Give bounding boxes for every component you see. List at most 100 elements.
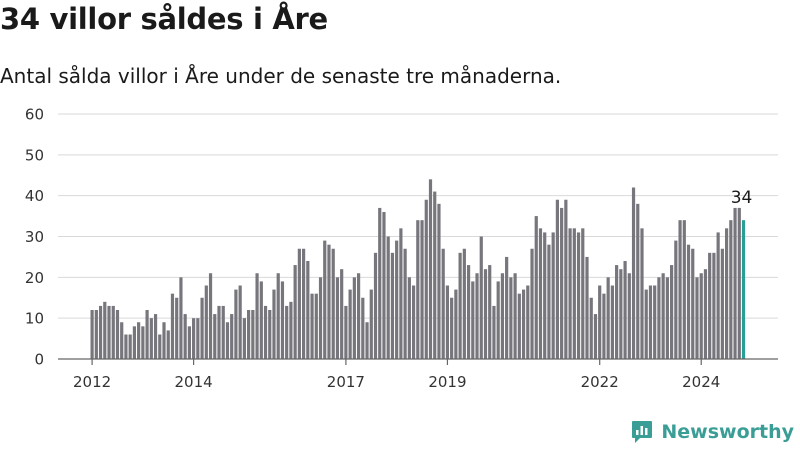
bar <box>695 277 699 359</box>
bar <box>204 285 208 359</box>
bar <box>526 285 530 359</box>
x-axis: 2012 2014 2017 2019 2022 2024 <box>58 358 778 391</box>
bar <box>251 310 255 359</box>
brand-name: Newsworthy <box>661 421 794 443</box>
bar <box>445 285 450 359</box>
bar <box>124 334 128 359</box>
bar <box>420 220 424 359</box>
bar <box>458 252 462 359</box>
bar <box>500 273 505 359</box>
y-axis-ticks: 0 10 20 30 40 50 60 <box>25 106 44 369</box>
bar <box>310 293 314 359</box>
bar <box>268 310 272 359</box>
bar <box>610 285 614 359</box>
x-tick-label: 2022 <box>581 373 619 391</box>
chart-subtitle: Antal sålda villor i Åre under de senast… <box>0 64 562 88</box>
bar <box>90 310 94 359</box>
x-tick-label: 2014 <box>175 373 213 391</box>
bar <box>555 199 559 359</box>
bar <box>475 273 479 359</box>
bar <box>636 203 640 359</box>
bar <box>302 248 306 359</box>
y-tick-label: 50 <box>25 146 44 164</box>
bar <box>424 199 428 359</box>
bar <box>568 228 572 359</box>
bar <box>483 269 488 359</box>
bar <box>678 220 682 359</box>
bar <box>166 330 170 359</box>
bar <box>737 207 741 359</box>
bar <box>183 314 187 359</box>
bar <box>505 256 509 359</box>
bar <box>407 277 411 359</box>
bar <box>340 269 344 359</box>
bar <box>462 248 466 359</box>
bar <box>259 281 263 359</box>
bar <box>192 318 196 359</box>
y-tick-label: 0 <box>34 351 44 369</box>
bar <box>141 326 145 359</box>
bar <box>729 220 733 359</box>
bar <box>263 305 268 359</box>
bar <box>466 265 471 359</box>
bar <box>606 277 610 359</box>
bar <box>208 273 213 359</box>
bar <box>530 248 534 359</box>
bar <box>551 232 555 359</box>
bar <box>564 199 568 359</box>
bar <box>471 281 475 359</box>
bar <box>306 261 310 359</box>
bar <box>225 322 230 359</box>
bar <box>331 248 335 359</box>
bar <box>323 240 327 359</box>
bar-chart: 0 10 20 30 40 50 60 2012 2014 2017 2019 2022 2024 3… <box>25 106 778 391</box>
bar <box>348 289 352 359</box>
bar <box>213 314 217 359</box>
bar <box>543 232 547 359</box>
bar <box>572 228 576 359</box>
bar <box>593 314 598 359</box>
bar <box>699 273 703 359</box>
y-tick-label: 10 <box>25 310 44 328</box>
bar <box>428 179 433 359</box>
bar <box>386 236 390 359</box>
bar <box>665 277 669 359</box>
bar <box>149 318 153 359</box>
bar <box>365 322 369 359</box>
bar <box>378 207 382 359</box>
bar <box>234 289 238 359</box>
bar <box>128 334 132 359</box>
bar <box>272 289 276 359</box>
bar <box>623 261 627 359</box>
bar <box>137 322 141 359</box>
y-tick-label: 20 <box>25 269 44 287</box>
bar <box>352 277 356 359</box>
bar <box>492 305 496 359</box>
chart-title: 34 villor såldes i Åre <box>0 2 328 36</box>
bar <box>187 326 191 359</box>
bar <box>255 273 259 359</box>
newsworthy-logo: Newsworthy <box>631 420 794 444</box>
bar <box>217 305 221 359</box>
latest-value-label: 34 <box>731 188 753 208</box>
bar <box>547 244 551 359</box>
bar <box>153 314 158 359</box>
bar <box>657 277 661 359</box>
value-labels: 34 <box>731 188 753 208</box>
bar <box>196 318 200 359</box>
bar <box>280 281 285 359</box>
bar <box>247 310 251 359</box>
bar <box>496 281 500 359</box>
bar <box>720 248 724 359</box>
bar <box>327 244 331 359</box>
bar <box>276 273 280 359</box>
bar <box>242 318 246 359</box>
bar <box>170 293 175 359</box>
bar <box>120 322 124 359</box>
bar <box>382 212 386 359</box>
bar <box>416 220 420 359</box>
bar <box>314 293 318 359</box>
bar <box>517 293 521 359</box>
bar <box>703 269 708 359</box>
bar <box>318 277 323 359</box>
